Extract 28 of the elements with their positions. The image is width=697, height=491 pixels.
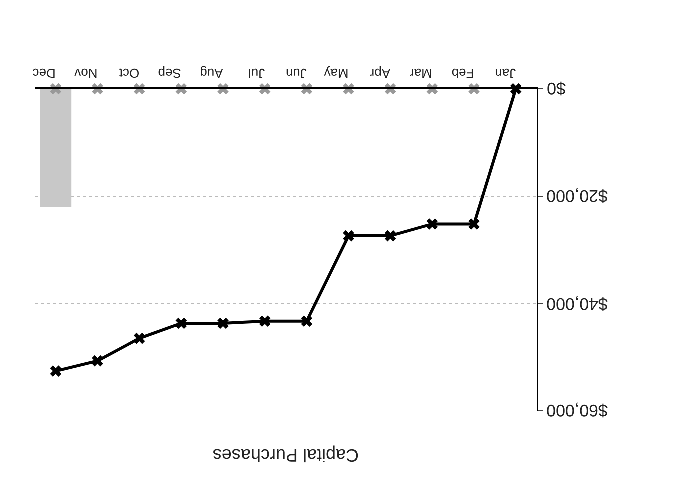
- x-tick-label: Mar: [409, 66, 432, 81]
- y-tick-label: $40,000: [546, 294, 608, 314]
- point: [218, 318, 229, 330]
- point: [384, 230, 396, 242]
- x-tick-label: Jan: [495, 66, 516, 81]
- point: [468, 218, 480, 230]
- x-tick-label: Dec: [32, 66, 56, 81]
- x-tick-label: Aug: [200, 66, 224, 81]
- x-tick-label: Jun: [286, 66, 307, 81]
- y-tick-label: $60,000: [546, 401, 608, 420]
- x-tick-label: Nov: [74, 66, 98, 81]
- x-tick-label: Feb: [452, 66, 474, 81]
- point: [134, 332, 146, 344]
- point: [92, 355, 104, 367]
- y-tick-label: $20,000: [546, 186, 608, 206]
- x-tick-label: Sep: [158, 66, 182, 81]
- point: [343, 230, 354, 242]
- x-tick-label: Apr: [370, 66, 391, 81]
- point: [259, 316, 271, 328]
- point: [176, 318, 188, 330]
- x-tick-label: May: [324, 66, 349, 81]
- x-tick-label: Jul: [248, 66, 266, 81]
- x-tick-label: Oct: [118, 66, 140, 81]
- point: [426, 218, 438, 230]
- text: Capital Purchases: [212, 445, 359, 466]
- point: [301, 316, 313, 328]
- point: [50, 366, 62, 377]
- y-tick-label: $0: [547, 79, 566, 98]
